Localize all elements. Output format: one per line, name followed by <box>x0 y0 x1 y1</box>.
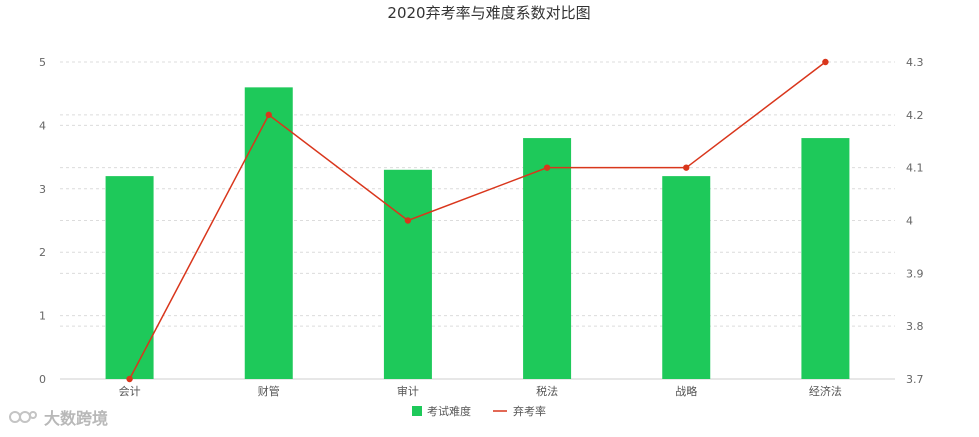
left-axis-ticks: 0 1 2 3 4 5 <box>39 56 46 386</box>
right-axis-ticks: 3.7 3.8 3.9 4 4.1 4.2 4.3 <box>906 56 924 386</box>
line-point-经济法[interactable] <box>822 58 829 66</box>
legend-label-bar: 考试难度 <box>427 404 471 418</box>
line-path <box>128 61 826 380</box>
grid-lines <box>60 61 895 380</box>
left-axis-tick-label: 5 <box>39 56 46 69</box>
line-point-战略[interactable] <box>683 164 690 171</box>
category-labels: 会计 财管 审计 税法 战略 经济法 <box>119 384 842 398</box>
watermark: 大数跨境 <box>8 405 108 429</box>
chart-title: 2020弃考率与难度系数对比图 <box>387 4 590 22</box>
left-axis-tick-label: 0 <box>39 373 46 386</box>
category-label: 财管 <box>258 384 280 398</box>
line-point-财管[interactable] <box>265 111 272 119</box>
bar-财管[interactable] <box>244 87 293 380</box>
watermark-text: 大数跨境 <box>44 409 109 428</box>
right-axis-tick-label: 4.3 <box>906 56 924 69</box>
watermark-logo-icon <box>9 411 37 423</box>
legend-item-line[interactable]: 弃考率 <box>493 404 546 418</box>
legend-item-bar[interactable]: 考试难度 <box>412 404 471 418</box>
category-label: 会计 <box>119 385 141 398</box>
left-axis-tick-label: 2 <box>39 246 46 259</box>
bar-会计[interactable] <box>105 176 154 379</box>
bar-经济法[interactable] <box>801 138 850 379</box>
legend[interactable]: 考试难度 弃考率 <box>412 404 546 418</box>
line-series <box>126 58 829 383</box>
category-label: 经济法 <box>809 384 842 398</box>
right-axis-tick-label: 3.8 <box>906 320 924 333</box>
left-axis-tick-label: 4 <box>39 119 46 132</box>
category-label: 税法 <box>536 384 558 398</box>
left-axis-tick-label: 1 <box>39 310 46 323</box>
category-label: 战略 <box>675 384 697 398</box>
right-axis-tick-label: 4.2 <box>906 109 924 122</box>
line-point-会计[interactable] <box>126 375 133 383</box>
right-axis-tick-label: 3.9 <box>906 267 924 280</box>
category-label: 审计 <box>397 384 419 398</box>
right-axis-tick-label: 4 <box>906 215 913 228</box>
legend-label-line: 弃考率 <box>513 404 546 418</box>
bar-战略[interactable] <box>662 176 711 379</box>
right-axis-tick-label: 3.7 <box>906 373 924 386</box>
line-point-审计[interactable] <box>404 217 412 224</box>
bar-series <box>105 87 850 380</box>
line-point-税法[interactable] <box>543 164 551 171</box>
bar-税法[interactable] <box>523 138 572 379</box>
legend-swatch-bar <box>412 406 422 416</box>
right-axis-tick-label: 4.1 <box>906 162 924 175</box>
bar-审计[interactable] <box>383 169 432 379</box>
left-axis-tick-label: 3 <box>39 183 46 196</box>
